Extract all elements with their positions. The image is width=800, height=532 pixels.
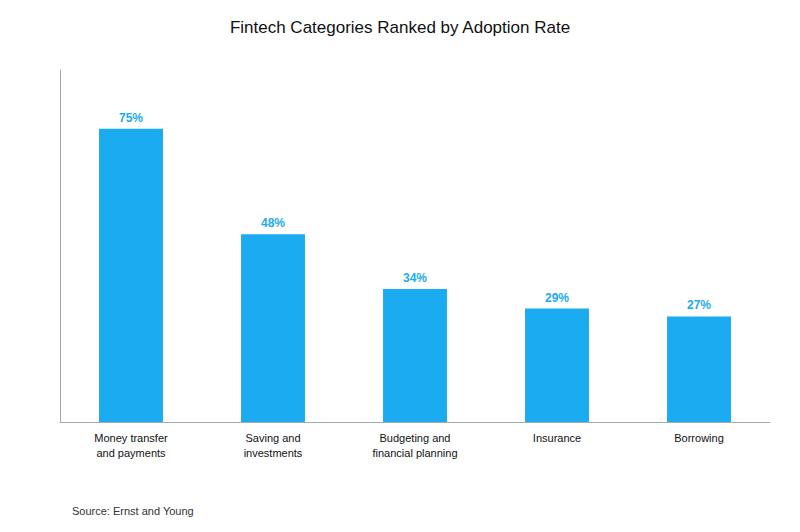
svg-text:Insurance: Insurance [533, 432, 581, 444]
svg-text:48%: 48% [261, 216, 285, 230]
svg-text:Fintech Categories Ranked by A: Fintech Categories Ranked by Adoption Ra… [230, 18, 570, 37]
svg-text:investments: investments [244, 447, 303, 459]
svg-text:75%: 75% [119, 111, 143, 125]
svg-text:Source: Ernst and Young: Source: Ernst and Young [72, 505, 194, 517]
svg-text:27%: 27% [687, 298, 711, 312]
svg-text:34%: 34% [403, 271, 427, 285]
svg-text:Borrowing: Borrowing [674, 432, 724, 444]
svg-text:Money transfer: Money transfer [94, 432, 168, 444]
svg-text:29%: 29% [545, 291, 569, 305]
svg-text:Budgeting and: Budgeting and [380, 432, 451, 444]
svg-text:and payments: and payments [96, 447, 166, 459]
svg-text:Saving and: Saving and [245, 432, 300, 444]
svg-text:financial planning: financial planning [372, 447, 457, 459]
